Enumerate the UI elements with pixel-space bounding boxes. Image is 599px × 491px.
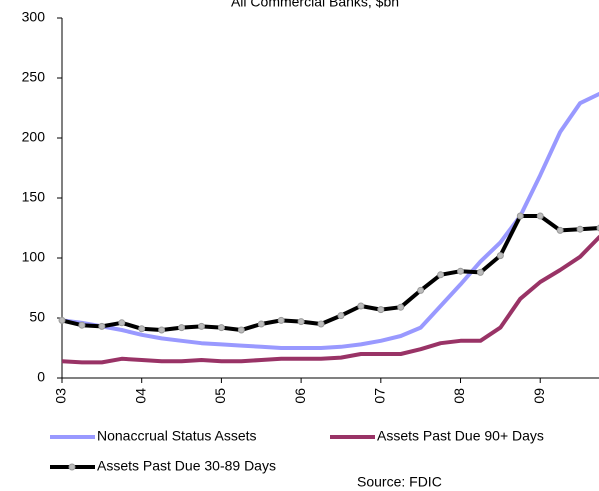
series-marker bbox=[397, 303, 405, 311]
legend-label: Assets Past Due 30-89 Days bbox=[97, 458, 276, 474]
series-marker bbox=[257, 320, 265, 328]
x-tick-label: 06 bbox=[292, 388, 308, 404]
series-marker bbox=[297, 318, 305, 326]
series-marker bbox=[476, 268, 484, 276]
y-tick-label: 150 bbox=[22, 189, 46, 205]
y-tick-label: 0 bbox=[37, 369, 45, 385]
series-marker bbox=[317, 320, 325, 328]
series-line bbox=[61, 235, 599, 365]
chart-title: All Commercial Banks, $bn bbox=[231, 0, 399, 10]
series-marker bbox=[277, 316, 285, 324]
series-marker bbox=[457, 267, 465, 275]
legend-marker bbox=[68, 463, 76, 471]
source-note: Source: FDIC bbox=[357, 474, 442, 490]
series-marker bbox=[536, 212, 544, 220]
series-marker bbox=[158, 326, 166, 334]
series-marker bbox=[78, 321, 86, 329]
series-marker bbox=[437, 271, 445, 279]
x-tick-label: 07 bbox=[372, 388, 388, 404]
series-marker bbox=[417, 286, 425, 294]
y-tick-label: 50 bbox=[29, 309, 45, 325]
legend-label: Nonaccrual Status Assets bbox=[97, 428, 257, 444]
x-tick-label: 09 bbox=[531, 388, 547, 404]
series-marker bbox=[58, 316, 66, 324]
series-marker bbox=[118, 319, 126, 327]
series-marker bbox=[138, 325, 146, 333]
series-line bbox=[61, 91, 599, 350]
series-line bbox=[61, 214, 599, 332]
series-marker bbox=[556, 226, 564, 234]
x-tick-label: 03 bbox=[53, 388, 69, 404]
series-marker bbox=[197, 322, 205, 330]
x-tick-label: 04 bbox=[132, 388, 148, 404]
y-tick-label: 300 bbox=[22, 9, 46, 25]
series-marker bbox=[237, 326, 245, 334]
x-tick-label: 08 bbox=[451, 388, 467, 404]
series-marker bbox=[357, 302, 365, 310]
y-tick-label: 100 bbox=[22, 249, 46, 265]
series-marker bbox=[217, 324, 225, 332]
y-tick-label: 200 bbox=[22, 129, 46, 145]
series-marker bbox=[98, 322, 106, 330]
series-marker bbox=[377, 306, 385, 314]
y-tick-label: 250 bbox=[22, 69, 46, 85]
series-marker bbox=[496, 252, 504, 260]
legend-label: Assets Past Due 90+ Days bbox=[377, 428, 544, 444]
x-tick-label: 05 bbox=[212, 388, 228, 404]
series-marker bbox=[516, 212, 524, 220]
series-marker bbox=[178, 324, 186, 332]
series-marker bbox=[337, 312, 345, 320]
series-marker bbox=[576, 225, 584, 233]
